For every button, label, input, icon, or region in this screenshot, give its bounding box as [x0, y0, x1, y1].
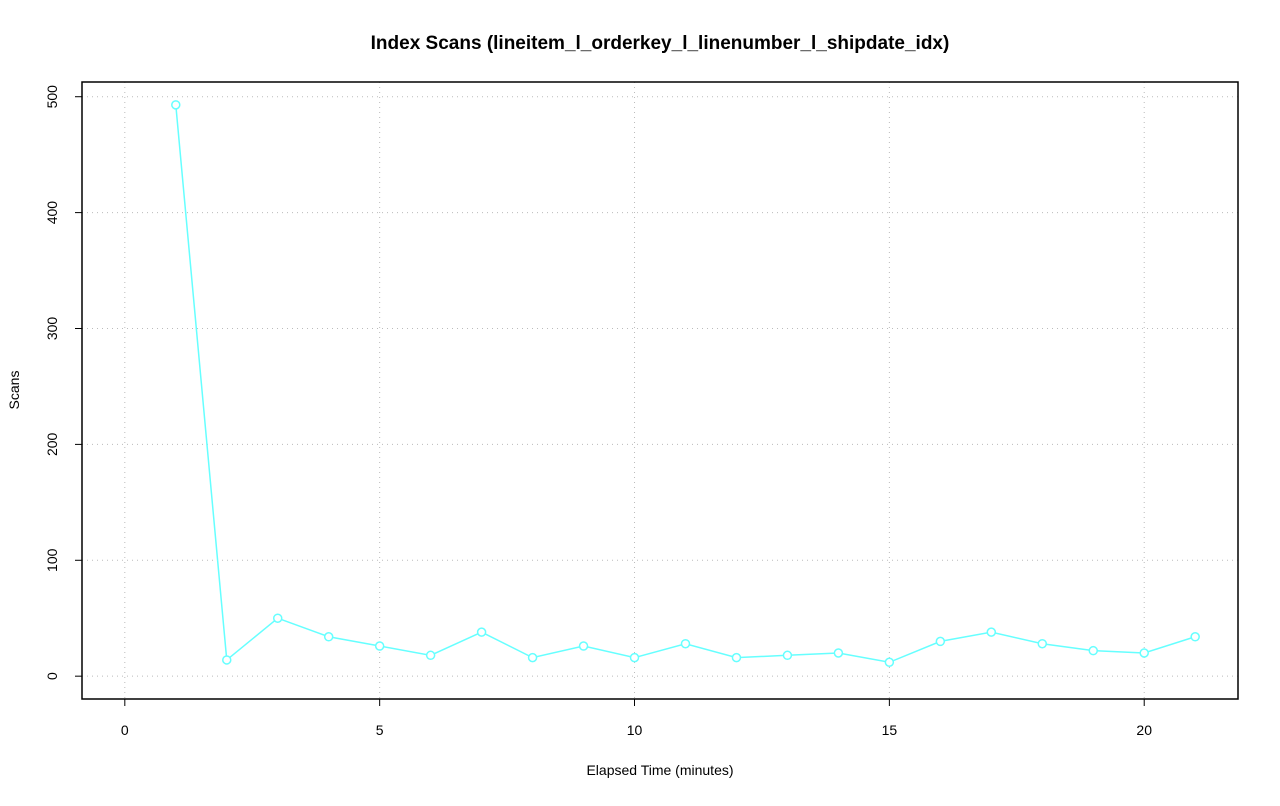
x-tick-label: 5 [376, 722, 384, 738]
data-point [476, 627, 487, 637]
x-tick-label: 15 [882, 722, 898, 738]
data-point [1037, 638, 1048, 649]
data-point [680, 638, 691, 649]
x-tick-label: 0 [121, 722, 129, 738]
x-tick-label: 20 [1136, 722, 1152, 738]
data-point [935, 636, 946, 647]
y-tick-label: 0 [44, 672, 60, 680]
data-point [884, 657, 895, 668]
data-point [323, 632, 334, 642]
data-point [272, 613, 283, 623]
y-tick-label: 500 [44, 85, 60, 109]
chart-title: Index Scans (lineitem_l_orderkey_l_linen… [371, 33, 950, 54]
data-point [222, 655, 232, 665]
y-tick-label: 100 [44, 548, 60, 572]
y-tick-label: 200 [44, 432, 60, 456]
data-point [374, 641, 385, 651]
y-tick-label: 300 [44, 317, 60, 341]
x-tick-label: 10 [627, 722, 643, 738]
y-axis-label: Scans [6, 371, 22, 410]
data-point [731, 652, 742, 663]
data-point [527, 652, 538, 663]
data-point [171, 100, 181, 110]
data-point [578, 641, 589, 651]
data-point [629, 652, 640, 663]
data-point [833, 648, 844, 658]
data-point [1088, 645, 1098, 656]
data-point [425, 650, 436, 661]
data-point [986, 627, 997, 637]
plot-frame [81, 81, 1239, 700]
x-axis-label: Elapsed Time (minutes) [586, 762, 733, 778]
data-point [1139, 648, 1149, 658]
y-tick-label: 400 [44, 201, 60, 225]
data-point [782, 650, 793, 661]
data-point [1190, 632, 1200, 642]
